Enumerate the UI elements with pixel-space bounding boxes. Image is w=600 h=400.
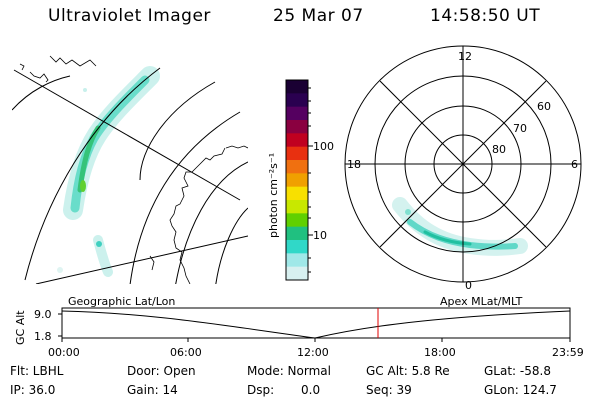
time-tick-0600: 06:00 [170,346,202,359]
time-tick-1200: 12:00 [297,346,329,359]
gc-alt-readout: GC Alt: 5.8 Re [366,364,450,378]
dsp-value: 0.0 [301,383,320,397]
colorbar-tick-10: 10 [313,229,327,242]
colorbar-band [286,226,308,241]
colorbar-band [286,240,308,254]
geo-longitude-lines [13,69,248,284]
ip-readout: IP: 36.0 [10,383,55,397]
altitude-curve [61,310,571,339]
mlt-label-0: 0 [465,279,472,292]
colorbar-bands [286,80,308,281]
colorbar-band [286,173,308,188]
colorbar-band [286,133,308,148]
colorbar-band [286,266,308,281]
mode-readout: Mode: Normal [247,364,331,378]
mlat-label-80: 80 [492,143,506,156]
glat-readout: GLat: -58.8 [484,364,551,378]
mlt-label-6: 6 [571,158,578,171]
colorbar-band [286,253,308,268]
instrument-title: Ultraviolet Imager [48,6,211,26]
geo-aurora-oval [57,66,160,277]
glon-readout: GLon: 124.7 [484,383,557,397]
colorbar-tick-100: 100 [313,140,334,153]
gain-readout: Gain: 14 [127,383,178,397]
altitude-plot: Geographic Lat/Lon Apex MLat/MLT 9.0 1.8… [14,295,584,359]
filter-readout: Flt: LBHL [10,364,64,378]
time-tick-0000: 00:00 [48,346,80,359]
colorbar-band [286,160,308,174]
alt-tick-1-8: 1.8 [34,330,52,343]
mlt-label-12: 12 [458,50,472,63]
colorbar: 100 10 photon cm⁻²s⁻¹ [267,79,334,281]
polar-aurora-oval [392,197,528,256]
seq-readout: Seq: 39 [366,383,412,397]
observation-time: 14:58:50 UT [430,6,541,26]
alt-axis-label: GC Alt [14,310,27,345]
observation-date: 25 Mar 07 [273,6,364,26]
time-tick-2359: 23:59 [552,346,584,359]
colorbar-band [286,186,308,201]
geo-coastlines [19,55,248,284]
mlt-label-18: 18 [347,158,361,171]
mlat-label-70: 70 [513,122,527,135]
mlat-label-60: 60 [537,100,551,113]
colorbar-band [286,106,308,121]
colorbar-band [286,146,308,161]
time-tick-1800: 18:00 [424,346,456,359]
door-readout: Door: Open [127,364,196,378]
colorbar-band [286,120,308,134]
colorbar-units-label: photon cm⁻²s⁻¹ [267,153,280,238]
geo-latitude-arcs [12,67,248,284]
polar-map-caption: Apex MLat/MLT [440,295,523,308]
colorbar-band [286,213,308,228]
polar-map: 12 18 6 0 60 70 80 [344,45,582,292]
geo-map-caption: Geographic Lat/Lon [68,295,175,308]
colorbar-ticks [308,87,313,273]
polar-grid [344,45,582,283]
colorbar-band [286,200,308,214]
colorbar-band [286,93,308,108]
status-readouts: Flt: LBHL Door: Open Mode: Normal GC Alt… [10,364,557,397]
dsp-label: Dsp: [247,383,274,397]
colorbar-band [286,80,308,94]
geographic-map [12,55,248,284]
alt-tick-9: 9.0 [34,308,52,321]
